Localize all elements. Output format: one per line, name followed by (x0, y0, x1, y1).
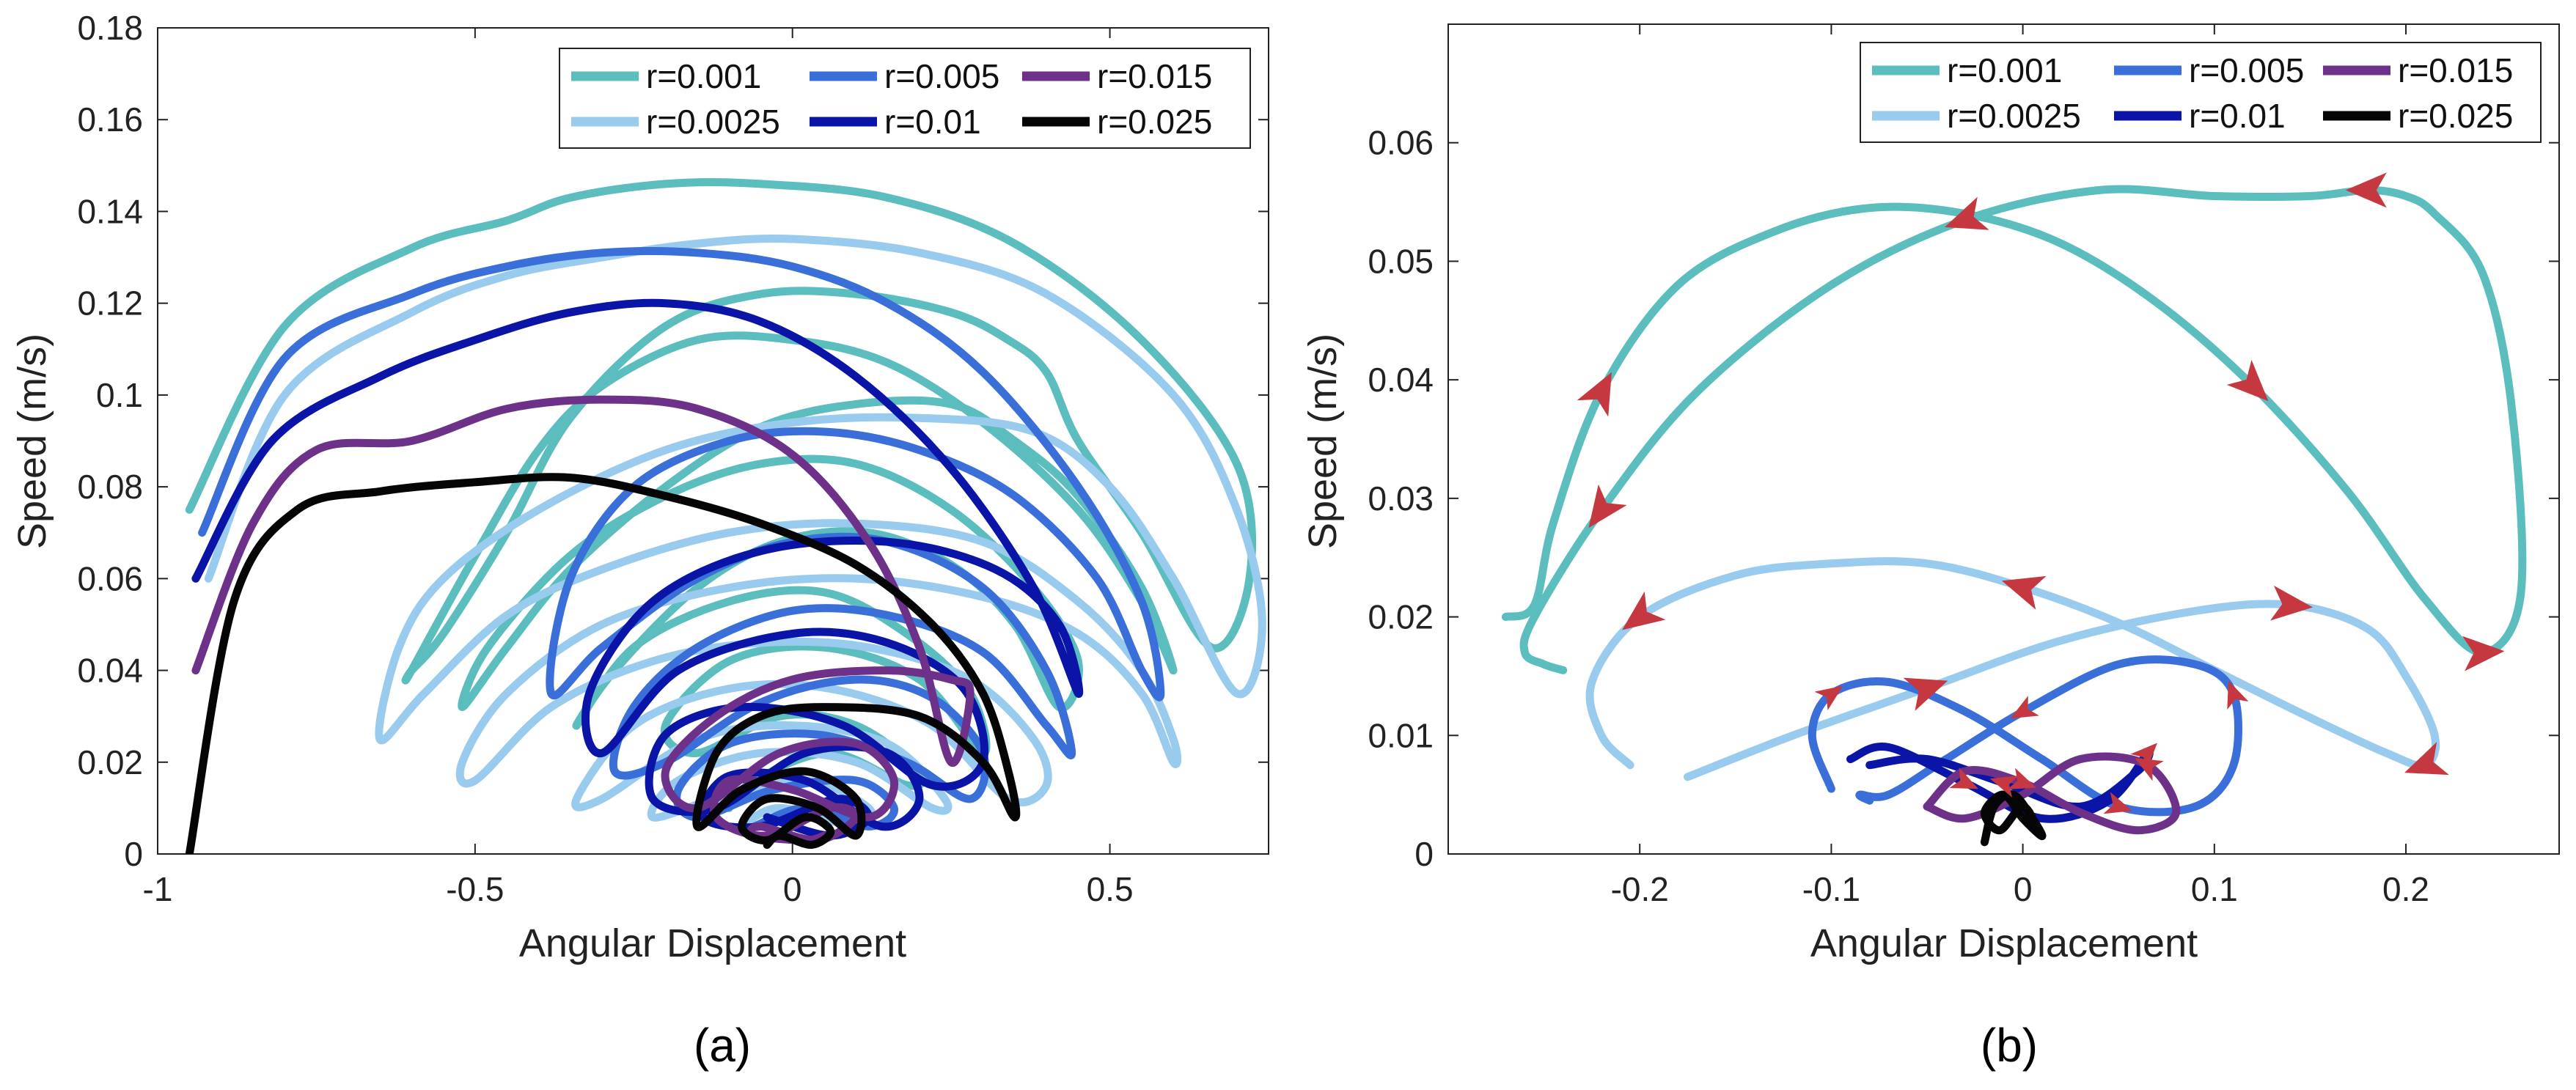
legend-label: r=0.01 (2189, 97, 2286, 135)
direction-arrow-r-0-001 (2345, 172, 2387, 208)
x-tick-label: -1 (143, 870, 173, 908)
legend-entry-r-0-015: r=0.015 (1022, 57, 1212, 95)
legend-entry-r-0-0025: r=0.0025 (1872, 97, 2081, 135)
chart-b-caption: (b) (1981, 1019, 2038, 1072)
direction-arrow-r-0-01 (1949, 767, 1978, 789)
series-line-r-0-0025 (204, 234, 1266, 831)
legend-label: r=0.005 (884, 57, 999, 95)
chart-b-legend: r=0.001 r=0.0025 r=0.005 r=0.01 r=0.015 r=0.0… (1860, 42, 2542, 143)
legend-label: r=0.015 (2398, 51, 2513, 89)
y-tick-label: 0.06 (77, 559, 143, 597)
chart-a-legend: r=0.001 r=0.0025 r=0.005 r=0.01 r=0.015 r=0.0… (559, 48, 1251, 149)
y-tick-label: 0.02 (1368, 598, 1434, 636)
y-tick-label: 0.04 (1368, 361, 1434, 399)
y-tick-label: 0.1 (96, 376, 143, 414)
direction-arrow-r-0-005 (2103, 792, 2132, 814)
legend-entry-r-0-001: r=0.001 (571, 57, 761, 95)
y-tick-label: 0.01 (1368, 716, 1434, 754)
direction-arrow-r-0-015 (2135, 758, 2164, 781)
y-tick-label: 0.04 (77, 652, 143, 690)
legend-label: r=0.01 (884, 103, 981, 141)
legend-entry-r-0-01: r=0.01 (2114, 97, 2286, 135)
legend-box (1860, 42, 2542, 143)
chart-a-x-axis-label: Angular Displacement (519, 921, 906, 965)
series-line-r-0-001 (1501, 185, 2527, 674)
chart-a-y-axis-label: Speed (m/s) (10, 334, 54, 549)
chart-b-series (1501, 172, 2527, 847)
direction-arrow-r-0-0025 (1622, 591, 1666, 630)
chart-b-y-axis-label: Speed (m/s) (1301, 334, 1345, 549)
y-tick-label: 0 (1414, 835, 1434, 873)
y-tick-label: 0.16 (77, 100, 143, 139)
direction-arrow-r-0-01 (1989, 776, 2019, 798)
direction-arrow-r-0-005 (1814, 685, 1843, 711)
legend-box (559, 48, 1251, 149)
direction-arrow-r-0-015 (2007, 767, 2036, 789)
direction-arrow-r-0-0025 (2001, 575, 2047, 610)
x-tick-label: 0.2 (2382, 870, 2429, 908)
chart-b-ticks: -0.2 -0.1 0 0.1 0.2 0 0.01 0.02 0.03 0.04 0.05 0.06 (1368, 24, 2559, 908)
legend-entry-r-0-001: r=0.001 (1872, 51, 2062, 89)
legend-label: r=0.001 (646, 57, 761, 95)
series-line-r-0-005 (1808, 655, 2242, 817)
series-group (1501, 172, 2527, 847)
y-tick-label: 0.12 (77, 284, 143, 323)
y-tick-label: 0.02 (77, 743, 143, 781)
direction-arrow-r-0-001 (2462, 636, 2505, 671)
x-tick-label: 0.1 (2191, 870, 2238, 908)
y-tick-label: 0.18 (77, 9, 143, 47)
x-tick-label: -0.1 (1802, 870, 1860, 908)
direction-arrow-r-0-001 (1588, 484, 1627, 529)
direction-arrow-r-0-005 (2010, 696, 2039, 719)
y-tick-label: 0.06 (1368, 124, 1434, 162)
legend-entry-r-0-005: r=0.005 (2114, 51, 2304, 89)
chart-a-ticks: -1 -0.5 0 0.5 0 0.02 0.04 0.06 0.08 0.1 0.12 0.14 0.… (77, 9, 1269, 908)
direction-arrow-r-0-01 (2130, 743, 2157, 770)
legend-label: r=0.0025 (646, 103, 780, 141)
legend-entry-r-0-025: r=0.025 (2323, 97, 2513, 135)
legend-entry-r-0-005: r=0.005 (810, 57, 999, 95)
legend-label: r=0.025 (1097, 103, 1212, 141)
direction-arrow-r-0-0025 (2404, 742, 2449, 776)
y-tick-label: 0.14 (77, 192, 143, 230)
x-tick-label: 0 (2014, 870, 2033, 908)
legend-entry-r-0-015: r=0.015 (2323, 51, 2513, 89)
legend-label: r=0.005 (2189, 51, 2304, 89)
legend-label: r=0.001 (1947, 51, 2062, 89)
chart-a-caption: (a) (694, 1019, 751, 1072)
series-line-r-0-025 (185, 473, 1021, 854)
x-tick-label: 0 (783, 870, 802, 908)
chart-b-x-axis-label: Angular Displacement (1810, 921, 2198, 965)
direction-arrow-r-0-001 (1577, 372, 1612, 417)
x-tick-label: 0.5 (1087, 870, 1134, 908)
legend-entry-r-0-025: r=0.025 (1022, 103, 1212, 141)
y-tick-label: 0 (124, 835, 143, 873)
series-line-r-0-0025 (1585, 557, 2440, 781)
series-line-r-0-025 (1980, 790, 2047, 847)
series-group (185, 178, 1266, 854)
direction-arrow-r-0-001 (1945, 196, 1989, 230)
chart-b: -0.2 -0.1 0 0.1 0.2 0 0.01 0.02 0.03 0.04 0.05 0.06… (1301, 23, 2560, 1072)
direction-arrow-r-0-0025 (2269, 585, 2313, 621)
chart-a: -1 -0.5 0 0.5 0 0.02 0.04 0.06 0.08 0.1 0.12 0.14 0.… (10, 9, 1269, 1072)
legend-entry-r-0-0025: r=0.0025 (571, 103, 780, 141)
y-tick-label: 0.03 (1368, 479, 1434, 518)
legend-label: r=0.0025 (1947, 97, 2081, 135)
y-tick-label: 0.05 (1368, 242, 1434, 280)
direction-arrow-r-0-001 (2226, 359, 2269, 402)
chart-a-series (185, 178, 1266, 854)
direction-arrow-r-0-005 (2227, 680, 2249, 710)
legend-entry-r-0-01: r=0.01 (810, 103, 981, 141)
legend-label: r=0.025 (2398, 97, 2513, 135)
y-tick-label: 0.08 (77, 468, 143, 506)
legend-label: r=0.015 (1097, 57, 1212, 95)
x-tick-label: -0.5 (446, 870, 504, 908)
x-tick-label: -0.2 (1611, 870, 1669, 908)
chart-b-plot-area (1447, 23, 2560, 855)
direction-arrow-r-0-0025 (1903, 677, 1948, 711)
